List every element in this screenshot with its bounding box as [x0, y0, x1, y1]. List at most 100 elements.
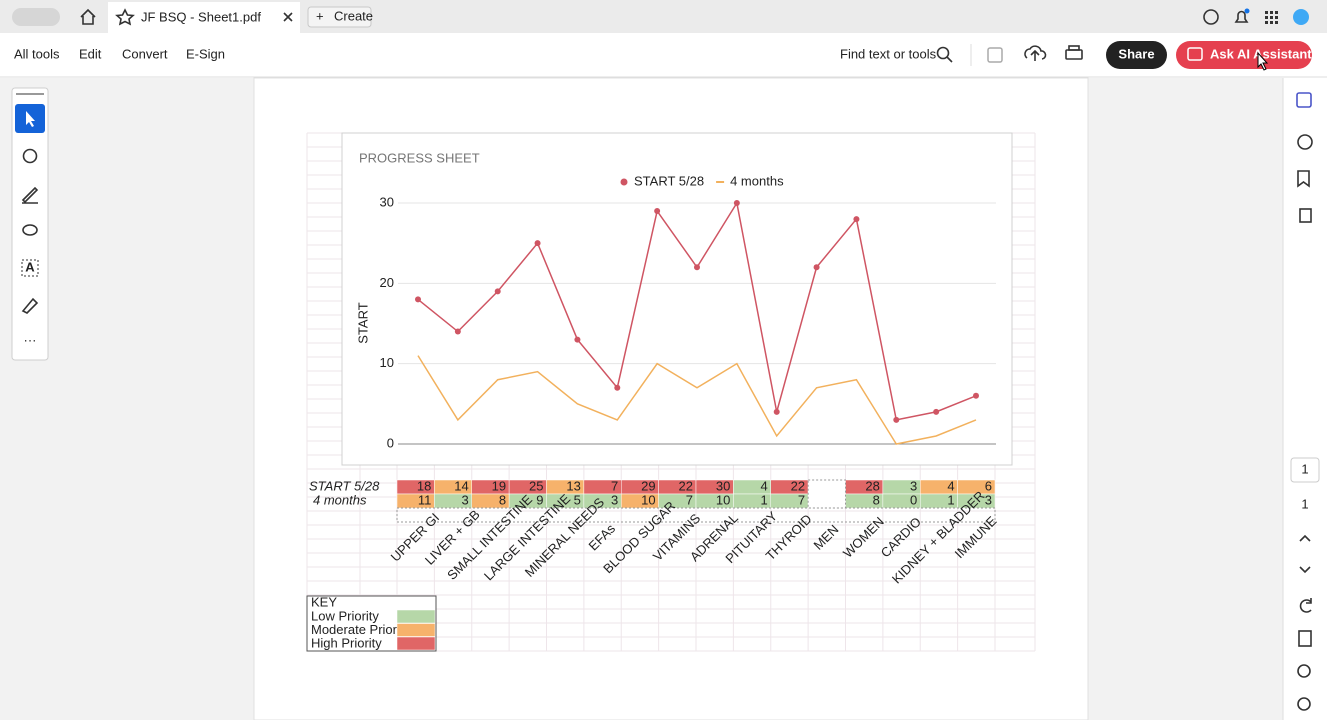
zoom-in[interactable]	[1297, 664, 1311, 678]
table-cell	[807, 493, 846, 509]
cell-value: 7	[611, 478, 618, 493]
print-icon-top	[1068, 45, 1080, 51]
zoom-out[interactable]	[1297, 697, 1311, 711]
extract-tool[interactable]	[1298, 630, 1312, 647]
mouse-cursor	[1257, 51, 1269, 71]
y-tick-label: 0	[387, 435, 394, 450]
create-button[interactable]	[307, 6, 372, 28]
apps-icon[interactable]	[1265, 11, 1278, 24]
text-tool[interactable]	[21, 259, 39, 277]
plus-icon: +	[316, 8, 324, 23]
home-icon[interactable]	[80, 8, 96, 25]
search-icon[interactable]	[936, 46, 950, 60]
comment-tool-left[interactable]	[22, 148, 38, 164]
menu-item[interactable]: Convert	[122, 46, 168, 61]
help-icon[interactable]	[1203, 9, 1219, 25]
cell-value: 7	[798, 492, 805, 507]
comment-tool[interactable]	[1296, 92, 1312, 108]
bell-icon[interactable]	[1234, 10, 1249, 23]
cell-value: 13	[566, 478, 580, 493]
search-label[interactable]: Find text or tools	[840, 46, 937, 61]
data-point	[494, 288, 501, 295]
row-label: START 5/28	[309, 478, 380, 493]
data-point	[933, 408, 940, 415]
cell-value: 8	[873, 492, 880, 507]
upload-icon[interactable]	[1024, 45, 1047, 61]
toolbar	[0, 33, 1327, 77]
cell-value: 3	[611, 492, 618, 507]
ai-icon	[1187, 47, 1203, 61]
cell-value: 5	[574, 492, 581, 507]
create-label: Create	[334, 8, 373, 23]
series-line	[417, 355, 977, 445]
cell-value: 22	[679, 478, 693, 493]
rotate-tool[interactable]	[1299, 598, 1312, 613]
y-tick-label: 20	[380, 275, 394, 290]
select-icon	[26, 111, 35, 127]
lasso-tool[interactable]	[22, 224, 38, 236]
cell-value: 22	[791, 478, 805, 493]
page-number-box[interactable]	[1290, 457, 1320, 483]
profile-avatar[interactable]	[1293, 9, 1309, 25]
cell-value: 0	[910, 492, 917, 507]
chart-frame	[341, 132, 1013, 466]
pages-tool[interactable]	[1299, 208, 1312, 223]
cell-value: 3	[910, 478, 917, 493]
chat-tool[interactable]	[1297, 134, 1313, 150]
cell-value: 6	[985, 478, 992, 493]
next-page[interactable]	[1299, 566, 1311, 574]
cell-value: 3	[462, 492, 469, 507]
data-point	[694, 264, 700, 271]
chart-title: PROGRESS SHEET	[359, 150, 480, 165]
key-label: Low Priority	[311, 608, 379, 623]
data-point	[534, 240, 541, 247]
cell-value: 9	[536, 492, 543, 507]
data-point	[733, 200, 740, 206]
key-label: High Priority	[311, 635, 382, 650]
cell-value: 28	[865, 478, 879, 493]
search-icon-handle	[946, 56, 953, 63]
sidebar-toggle[interactable]	[12, 8, 60, 26]
blank-row	[396, 507, 996, 523]
data-point	[654, 208, 661, 215]
y-axis-label: START	[355, 302, 370, 343]
data-point	[773, 408, 780, 415]
save-icon[interactable]	[987, 47, 1003, 63]
bookmark-tool[interactable]	[1297, 170, 1310, 188]
more-tools[interactable]: ···	[24, 332, 37, 347]
data-point	[614, 384, 621, 391]
row-label: 4 months	[313, 492, 367, 507]
draw-tool[interactable]	[21, 186, 39, 204]
data-point	[415, 296, 421, 303]
share-label: Share	[1118, 46, 1154, 61]
ai-label: Ask AI Assistant	[1210, 46, 1312, 61]
legend-label: START 5/28	[634, 173, 704, 188]
active-tab[interactable]	[108, 2, 300, 33]
cell-value: 25	[529, 478, 543, 493]
sign-tool[interactable]	[21, 297, 39, 314]
menu-item[interactable]: All tools	[14, 46, 60, 61]
star-icon[interactable]	[115, 8, 135, 26]
ai-button[interactable]	[1176, 41, 1312, 69]
tools-panel	[11, 87, 49, 361]
data-point	[853, 216, 860, 223]
current-page: 1	[1301, 461, 1308, 476]
prev-page[interactable]	[1299, 534, 1311, 542]
cell-value: 11	[418, 492, 432, 507]
cell-value: 1	[761, 492, 768, 507]
cell-value: 4	[761, 478, 768, 493]
cell-value: 8	[499, 492, 506, 507]
y-tick-label: 10	[380, 355, 394, 370]
table-cell	[957, 493, 996, 509]
menu-item[interactable]: E-Sign	[186, 46, 225, 61]
legend-swatch	[620, 178, 628, 186]
menu-item[interactable]: Edit	[79, 46, 102, 61]
key-title: KEY	[311, 594, 337, 609]
cell-value: 14	[454, 478, 468, 493]
cell-value: 30	[716, 478, 730, 493]
close-tab[interactable]	[283, 12, 293, 22]
key-label: Moderate Priority	[311, 622, 410, 637]
share-button[interactable]	[1106, 41, 1167, 69]
